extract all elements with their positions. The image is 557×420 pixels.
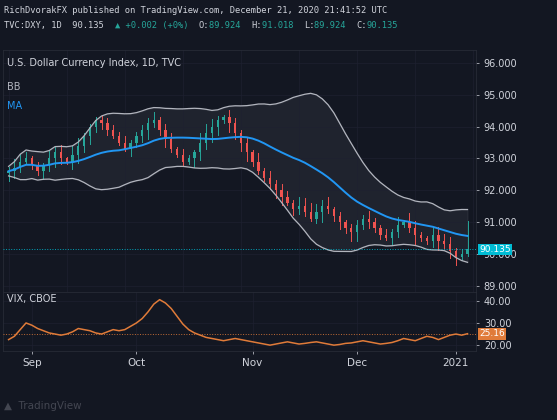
Bar — [205, 133, 207, 142]
Bar — [292, 203, 295, 209]
Bar — [199, 142, 202, 152]
Bar — [188, 158, 190, 162]
Bar — [385, 235, 387, 238]
Bar — [304, 206, 306, 213]
Bar — [391, 231, 393, 238]
Text: BB: BB — [7, 82, 20, 92]
Text: VIX, CBOE: VIX, CBOE — [7, 294, 56, 304]
Bar — [373, 222, 376, 228]
Bar — [106, 123, 109, 130]
Bar — [129, 142, 132, 149]
Bar — [182, 155, 184, 162]
Text: 25.16: 25.16 — [479, 329, 505, 338]
Bar — [77, 146, 80, 155]
Bar — [19, 162, 21, 168]
Bar — [71, 155, 74, 162]
Bar — [269, 178, 271, 184]
Bar — [13, 168, 16, 171]
Bar — [426, 238, 428, 241]
Bar — [321, 206, 324, 213]
Bar — [118, 136, 120, 142]
Bar — [408, 222, 411, 228]
Text: 91.018: 91.018 — [262, 21, 304, 30]
Bar — [333, 209, 335, 215]
Bar — [95, 120, 97, 127]
Bar — [159, 120, 161, 130]
Bar — [48, 158, 51, 165]
Bar — [257, 162, 260, 171]
Bar — [89, 127, 91, 136]
Text: U.S. Dollar Currency Index, 1D, TVC: U.S. Dollar Currency Index, 1D, TVC — [7, 58, 180, 68]
Bar — [66, 158, 68, 162]
Text: ▲ +0.002 (+0%): ▲ +0.002 (+0%) — [115, 21, 199, 30]
Bar — [414, 228, 417, 235]
Bar — [7, 171, 10, 173]
Bar — [344, 222, 346, 228]
Bar — [466, 249, 468, 254]
Bar — [217, 120, 219, 127]
Text: H:: H: — [251, 21, 262, 30]
Bar — [420, 235, 422, 238]
Bar — [437, 235, 439, 241]
Bar — [135, 136, 138, 142]
Bar — [193, 152, 196, 158]
Text: 89.924: 89.924 — [314, 21, 356, 30]
Bar — [403, 222, 405, 225]
Bar — [100, 120, 102, 123]
Bar — [141, 130, 143, 136]
Bar — [286, 197, 289, 203]
Bar — [211, 127, 213, 133]
Text: RichDvorakFX published on TradingView.com, December 21, 2020 21:41:52 UTC: RichDvorakFX published on TradingView.co… — [4, 6, 388, 15]
Bar — [443, 241, 446, 244]
Text: TVC:DXY, 1D  90.135: TVC:DXY, 1D 90.135 — [4, 21, 115, 30]
Bar — [25, 158, 27, 162]
Bar — [315, 213, 317, 219]
Bar — [327, 206, 329, 209]
Bar — [164, 130, 167, 139]
Bar — [251, 152, 254, 162]
Text: 90.135: 90.135 — [479, 245, 511, 254]
Text: 90.135: 90.135 — [367, 21, 398, 30]
Bar — [455, 251, 457, 257]
Bar — [222, 117, 224, 120]
Bar — [234, 123, 236, 133]
Bar — [281, 190, 283, 197]
Bar — [147, 123, 149, 130]
Text: L:: L: — [304, 21, 314, 30]
Bar — [153, 120, 155, 123]
Bar — [112, 130, 114, 136]
Bar — [379, 228, 382, 235]
Text: O:: O: — [199, 21, 209, 30]
Bar — [461, 254, 463, 257]
Text: ▲  TradingView: ▲ TradingView — [4, 401, 82, 411]
Bar — [83, 136, 85, 146]
Bar — [54, 152, 56, 158]
Bar — [397, 225, 399, 231]
Text: C:: C: — [356, 21, 367, 30]
Bar — [275, 184, 277, 190]
Bar — [240, 133, 242, 142]
Bar — [31, 158, 33, 165]
Bar — [339, 215, 341, 222]
Text: MA: MA — [7, 101, 22, 111]
Bar — [432, 235, 434, 241]
Bar — [42, 165, 45, 171]
Bar — [176, 149, 178, 155]
Bar — [362, 219, 364, 225]
Bar — [310, 213, 312, 219]
Bar — [36, 165, 39, 171]
Bar — [356, 225, 358, 231]
Bar — [368, 219, 370, 222]
Bar — [170, 139, 173, 149]
Bar — [60, 152, 62, 158]
Bar — [263, 171, 265, 178]
Bar — [228, 117, 231, 123]
Bar — [449, 244, 451, 251]
Bar — [298, 206, 300, 209]
Bar — [124, 142, 126, 149]
Text: 89.924: 89.924 — [209, 21, 251, 30]
Bar — [246, 142, 248, 152]
Bar — [350, 228, 353, 231]
